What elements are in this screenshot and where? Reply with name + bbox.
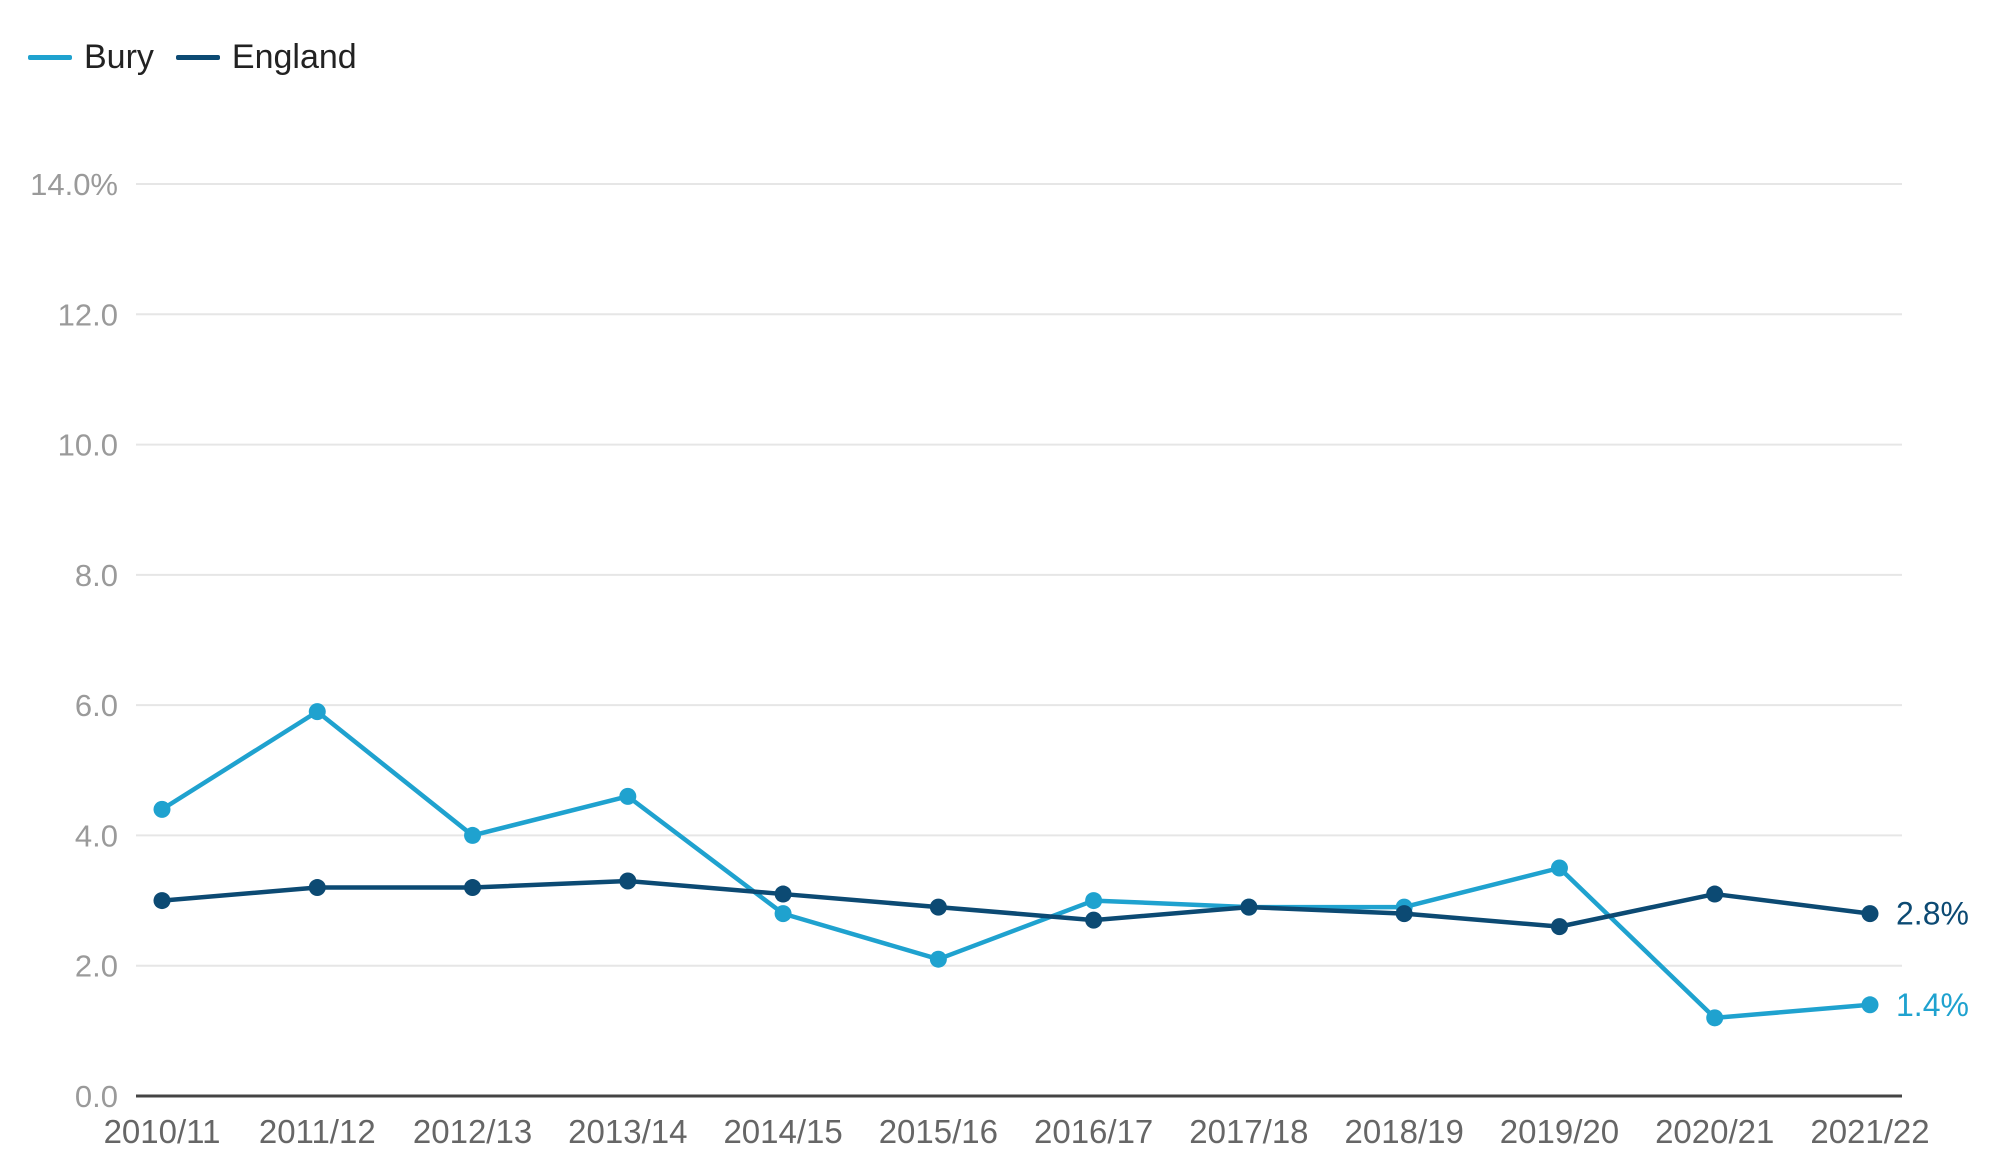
data-point-bury [1706, 1009, 1724, 1027]
x-tick-label: 2018/19 [1345, 1113, 1464, 1150]
data-point-england [1550, 918, 1568, 936]
data-point-bury [464, 826, 482, 844]
data-point-england [464, 879, 482, 897]
y-tick-label: 10.0 [58, 428, 118, 463]
series-line-bury [159, 709, 1873, 1021]
y-tick-label: 12.0 [58, 297, 118, 332]
data-point-bury [1085, 892, 1103, 910]
legend-swatch-bury [28, 55, 72, 60]
end-label-england: 2.8% [1896, 896, 1969, 932]
legend-item-bury[interactable]: Bury [28, 38, 154, 77]
y-tick-label: 6.0 [75, 688, 118, 723]
x-tick-label: 2021/22 [1810, 1113, 1929, 1150]
legend-item-england[interactable]: England [175, 38, 357, 77]
data-point-england [1085, 911, 1103, 929]
x-tick-label: 2019/20 [1500, 1113, 1619, 1150]
x-tick-label: 2014/15 [723, 1113, 842, 1150]
data-point-england [1240, 898, 1258, 916]
data-point-bury [1861, 996, 1879, 1014]
x-tick-label: 2017/18 [1189, 1113, 1308, 1150]
legend-label-bury: Bury [84, 38, 154, 76]
chart-legend: Bury England [28, 38, 379, 77]
data-point-england [1395, 905, 1413, 923]
end-label-bury: 1.4% [1896, 987, 1969, 1023]
data-point-england [774, 885, 792, 903]
data-point-england [1861, 905, 1879, 923]
data-point-bury [619, 787, 637, 805]
legend-label-england: England [231, 38, 357, 76]
legend-swatch-england [175, 55, 220, 60]
data-point-bury [153, 800, 171, 818]
data-point-bury [308, 703, 326, 721]
y-tick-label: 0.0 [75, 1079, 118, 1114]
x-tick-label: 2011/12 [259, 1113, 376, 1150]
data-point-england [308, 879, 326, 897]
x-tick-label: 2015/16 [879, 1113, 998, 1150]
x-tick-label: 2020/21 [1655, 1113, 1774, 1150]
data-point-bury [774, 905, 792, 923]
data-point-bury [929, 950, 947, 968]
y-tick-label: 4.0 [75, 818, 118, 853]
data-point-england [1706, 885, 1724, 903]
x-tick-label: 2012/13 [413, 1113, 532, 1150]
x-tick-label: 2016/17 [1034, 1113, 1153, 1150]
x-tick-label: 2010/11 [104, 1113, 221, 1150]
y-tick-label: 2.0 [75, 949, 118, 984]
y-tick-label: 14.0% [30, 167, 118, 202]
data-point-england [619, 872, 637, 890]
data-point-bury [1550, 859, 1568, 877]
data-point-england [153, 892, 171, 910]
data-point-england [929, 898, 947, 916]
y-tick-label: 8.0 [75, 558, 118, 593]
series-line-england [159, 878, 1873, 929]
x-tick-label: 2013/14 [568, 1113, 687, 1150]
